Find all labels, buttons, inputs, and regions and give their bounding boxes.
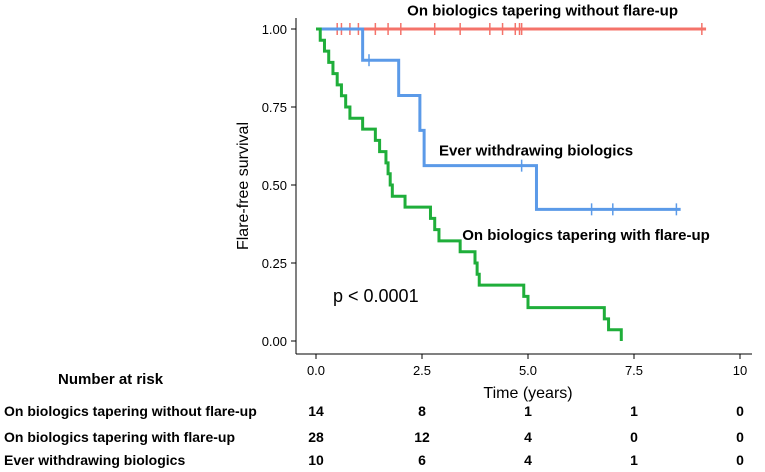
risk-cell: 0 <box>736 429 744 445</box>
risk-cell: 0 <box>736 452 744 468</box>
x-axis-title: Time (years) <box>483 385 572 402</box>
risk-cell: 4 <box>524 452 532 468</box>
y-axis-title: Flare-free survival <box>235 122 252 250</box>
risk-row-label: Ever withdrawing biologics <box>4 452 185 468</box>
risk-cell: 12 <box>414 429 430 445</box>
series-annotation-3: On biologics tapering with flare-up <box>462 227 710 244</box>
risk-cell: 6 <box>418 452 426 468</box>
risk-cell: 1 <box>630 403 638 419</box>
risk-row-label: On biologics tapering with flare-up <box>4 429 235 445</box>
x-tick-label: 2.5 <box>413 363 431 378</box>
x-tick-label: 7.5 <box>625 363 643 378</box>
risk-cell: 4 <box>524 429 532 445</box>
risk-row-label: On biologics tapering without flare-up <box>4 403 257 419</box>
series-annotation-1: On biologics tapering without flare-up <box>407 2 678 19</box>
series-line-2 <box>316 27 681 211</box>
risk-cell: 28 <box>308 429 324 445</box>
risk-cell: 0 <box>630 429 638 445</box>
risk-cell: 0 <box>736 403 744 419</box>
x-tick-label: 0.0 <box>307 363 325 378</box>
y-tick-label: 1.00 <box>262 22 287 37</box>
x-tick-label: 10 <box>733 363 747 378</box>
risk-table-title: Number at risk <box>58 371 164 388</box>
y-tick-label: 0.00 <box>262 334 287 349</box>
risk-cell: 14 <box>308 403 324 419</box>
x-tick-label: 5.0 <box>519 363 537 378</box>
risk-cell: 1 <box>524 403 532 419</box>
p-value-label: p < 0.0001 <box>333 286 419 306</box>
y-tick-label: 0.75 <box>262 100 287 115</box>
y-tick-label: 0.50 <box>262 178 287 193</box>
series-annotation-2: Ever withdrawing biologics <box>439 143 633 160</box>
risk-cell: 1 <box>630 452 638 468</box>
risk-cell: 10 <box>308 452 324 468</box>
y-tick-label: 0.25 <box>262 256 287 271</box>
risk-cell: 8 <box>418 403 426 419</box>
series-line-3 <box>316 27 623 341</box>
